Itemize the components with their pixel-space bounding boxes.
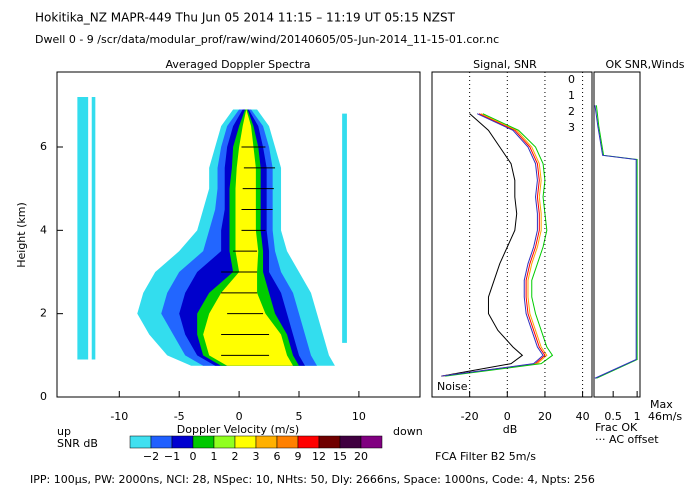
colorbar-swatch: [213, 435, 236, 449]
colorbar-swatch: [150, 435, 173, 449]
colorbar-label: 12: [312, 450, 326, 463]
y-tick-label: 2: [40, 307, 47, 320]
profile-line: [595, 105, 638, 379]
x-tick-label: 0: [236, 410, 243, 423]
x-tick-label: -5: [174, 410, 185, 423]
colorbar-label: 1: [211, 450, 218, 463]
snr-contour: [342, 113, 347, 343]
colorbar-swatch: [192, 435, 215, 449]
profile-line: [441, 113, 546, 377]
colorbar-swatch: [129, 435, 152, 449]
colorbar-title: SNR dB: [57, 437, 98, 450]
x-tick-label: 40: [576, 410, 590, 423]
legend-entry: 3: [568, 121, 575, 134]
colorbar-label: 6: [274, 450, 281, 463]
snr-contour: [77, 97, 89, 360]
note: up: [57, 425, 71, 438]
x-tick-label: 5: [296, 410, 303, 423]
panel-frame: [56, 71, 421, 398]
y-axis-label: Height (km): [15, 202, 28, 268]
profile-line: [441, 113, 548, 377]
legend-entry: 0: [568, 73, 575, 86]
x-tick-label: 0: [504, 410, 511, 423]
profile-line: [441, 113, 544, 377]
x-axis-label: Frac OK: [595, 421, 638, 434]
snr-contour: [203, 109, 294, 366]
legend-entry: 2: [568, 105, 575, 118]
colorbar-label: 20: [354, 450, 368, 463]
x-axis-label: Doppler Velocity (m/s): [177, 423, 299, 436]
panel-title: Averaged Doppler Spectra: [165, 58, 310, 71]
panel-title: Signal, SNR: [473, 58, 537, 71]
y-tick-label: 6: [40, 140, 47, 153]
panel-frame: [593, 71, 641, 398]
header-title: Hokitika_NZ MAPR-449 Thu Jun 05 2014 11:…: [35, 11, 456, 25]
colorbar-swatch: [297, 435, 320, 449]
x-tick-label: 0.5: [604, 410, 622, 423]
colorbar-swatch: [318, 435, 341, 449]
colorbar-label: −2: [143, 450, 159, 463]
note: ··· AC offset: [595, 433, 659, 446]
panel-frame: [431, 71, 593, 398]
colorbar-swatch: [339, 435, 362, 449]
legend-entry: 1: [568, 89, 575, 102]
x-tick-label: 10: [352, 410, 366, 423]
x-tick-label: -10: [110, 410, 128, 423]
colorbar-label: 9: [295, 450, 302, 463]
colorbar-swatch: [171, 435, 194, 449]
y-tick-label: 0: [40, 390, 47, 403]
note: down: [393, 425, 423, 438]
note: Noise: [437, 380, 468, 393]
x-tick-label: -20: [461, 410, 479, 423]
header-subtitle: Dwell 0 - 9 /scr/data/modular_prof/raw/w…: [35, 33, 499, 46]
note: 46m/s: [648, 410, 682, 423]
colorbar-swatch: [234, 435, 257, 449]
colorbar-swatch: [255, 435, 278, 449]
profile-line: [445, 113, 554, 377]
colorbar-label: 2: [232, 450, 239, 463]
footer: IPP: 100μs, PW: 2000ns, NCI: 28, NSpec: …: [30, 473, 595, 486]
colorbar-label: 15: [333, 450, 347, 463]
profile-line: [594, 105, 637, 379]
note: FCA Filter B2 5m/s: [435, 450, 536, 463]
colorbar-label: −1: [164, 450, 180, 463]
x-tick-label: 20: [538, 410, 552, 423]
panel-title: OK SNR,Winds: [605, 58, 684, 71]
x-axis-label: dB: [503, 423, 518, 436]
colorbar-label: 0: [190, 450, 197, 463]
x-tick-label: 1: [634, 410, 641, 423]
note: Max: [650, 398, 673, 411]
colorbar-swatch: [360, 435, 383, 449]
colorbar-swatch: [276, 435, 299, 449]
snr-contour: [91, 97, 96, 360]
profile-line: [441, 113, 524, 377]
colorbar-label: 3: [253, 450, 260, 463]
y-tick-label: 4: [40, 223, 47, 236]
